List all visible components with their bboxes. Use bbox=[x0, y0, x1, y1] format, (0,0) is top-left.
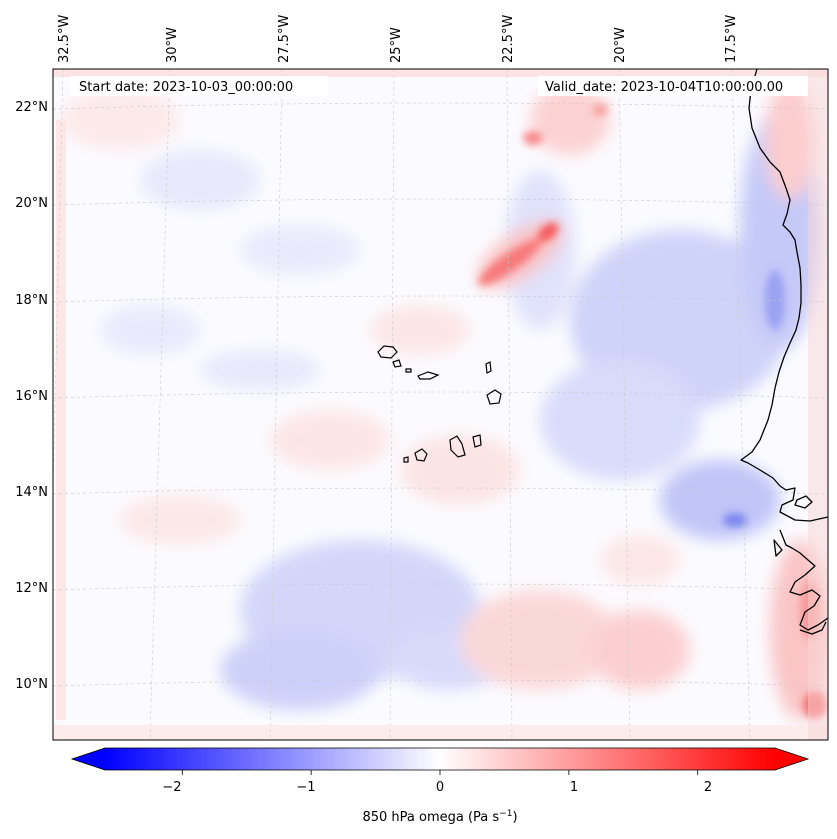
island-sal bbox=[485, 361, 492, 374]
lat-label: 18°N bbox=[15, 293, 48, 308]
parallel-line bbox=[53, 102, 828, 110]
coast-fragment bbox=[779, 529, 828, 631]
colorbar-tick-label: −2 bbox=[162, 780, 181, 795]
lon-label: 32.5°W bbox=[57, 15, 72, 63]
island-brava bbox=[403, 456, 409, 463]
meridian-line bbox=[618, 69, 631, 740]
parallel-line bbox=[53, 295, 828, 303]
parallel-line bbox=[53, 198, 828, 206]
parallel-line bbox=[53, 487, 828, 495]
graticule bbox=[53, 69, 828, 740]
island-santo-antao bbox=[377, 345, 398, 359]
colorbar-gradient bbox=[105, 748, 775, 770]
lat-label: 22°N bbox=[15, 100, 48, 115]
colorbar-extend-max bbox=[775, 748, 808, 770]
colorbar-label: 850 hPa omega (Pa s−1) bbox=[362, 809, 517, 825]
parallel-line bbox=[53, 391, 828, 399]
colorbar-tick-label: −1 bbox=[296, 780, 315, 795]
omega-field bbox=[53, 69, 828, 740]
lat-label: 20°N bbox=[15, 196, 48, 211]
colorbar-tick-label: 0 bbox=[436, 780, 444, 795]
valid-date-box: Valid_date: 2023-10-04T10:00:00.00 bbox=[538, 76, 808, 96]
map-panel: Start date: 2023-10-03_00:00:00 Valid_da… bbox=[53, 69, 828, 740]
meridian-line bbox=[389, 69, 395, 740]
lon-label: 17.5°W bbox=[724, 15, 739, 63]
island-sao-nicolau bbox=[417, 371, 440, 380]
lat-label: 10°N bbox=[15, 677, 48, 692]
island-maio bbox=[472, 434, 482, 448]
start-date-box: Start date: 2023-10-03_00:00:00 bbox=[70, 76, 328, 96]
lat-label: 12°N bbox=[15, 581, 48, 596]
island-boa-vista bbox=[486, 389, 502, 405]
lon-label: 30°W bbox=[165, 27, 180, 63]
meridian-line bbox=[731, 69, 751, 740]
africa-coastline bbox=[740, 69, 828, 522]
island-santa-luzia bbox=[405, 368, 412, 373]
coastline bbox=[740, 69, 828, 635]
coast-fragment bbox=[773, 539, 783, 557]
start-date-label: Start date: 2023-10-03_00:00:00 bbox=[79, 80, 293, 95]
lon-label: 25°W bbox=[389, 27, 404, 63]
colorbar-ticks bbox=[181, 770, 699, 775]
meridian-line bbox=[506, 69, 513, 740]
colorbar-extend-min bbox=[72, 748, 105, 770]
map-frame bbox=[52, 68, 829, 741]
cape-verde-islands bbox=[377, 345, 502, 463]
lon-label: 20°W bbox=[613, 27, 628, 63]
island-santiago bbox=[449, 435, 466, 458]
lon-label: 22.5°W bbox=[501, 15, 516, 63]
island-fogo bbox=[414, 448, 428, 462]
colorbar: −2 −1 0 1 2 850 hPa omega (Pa s−1) bbox=[70, 747, 810, 825]
longitude-labels: 32.5°W 30°W 27.5°W 25°W 22.5°W 20°W 17.5… bbox=[57, 15, 739, 63]
lon-label: 27.5°W bbox=[277, 15, 292, 63]
meridian-line bbox=[269, 69, 283, 740]
lat-label: 14°N bbox=[15, 485, 48, 500]
parallel-line bbox=[53, 679, 828, 687]
colorbar-tick-label: 1 bbox=[570, 780, 578, 795]
lat-label: 16°N bbox=[15, 389, 48, 404]
island-sao-vicente bbox=[392, 359, 402, 368]
coast-fragment bbox=[794, 495, 813, 509]
colorbar-tick-label: 2 bbox=[704, 780, 712, 795]
colorbar-outline bbox=[70, 747, 810, 771]
meridian-line bbox=[149, 69, 171, 740]
coast-fragment bbox=[799, 621, 827, 635]
latitude-labels: 22°N 20°N 18°N 16°N 14°N 12°N 10°N bbox=[15, 100, 48, 692]
parallel-line bbox=[53, 583, 828, 591]
valid-date-label: Valid_date: 2023-10-04T10:00:00.00 bbox=[545, 80, 783, 95]
